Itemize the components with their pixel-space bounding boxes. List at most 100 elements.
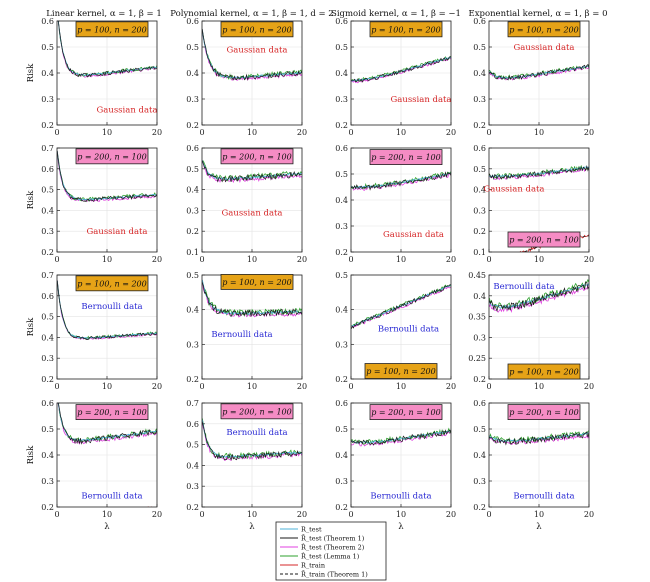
y-tick-label: 0.5 bbox=[41, 186, 54, 195]
series-test-empirical bbox=[489, 65, 589, 79]
x-tick-label: 10 bbox=[534, 128, 544, 137]
x-tick-label: 0 bbox=[54, 510, 59, 519]
series-group bbox=[489, 430, 589, 572]
y-tick-label: 0.3 bbox=[41, 227, 54, 236]
series-test-theorem1 bbox=[351, 171, 451, 191]
y-tick-label: 0.4 bbox=[335, 451, 348, 460]
y-tick-label: 0.5 bbox=[335, 425, 348, 434]
data-type-label: Gaussian data bbox=[86, 227, 147, 237]
y-tick-label: 0.6 bbox=[335, 144, 348, 153]
panel-r3-c0: 0.2 0.3 0.4 0.5 0.6 0 10 20 Risk λ p = 200, n = 10… bbox=[26, 399, 162, 532]
y-tick-label: 0.3 bbox=[41, 354, 54, 363]
panel-grid: 0.2 0.3 0.4 0.5 0.6 0 10 20 Risk p = 100, n = 200… bbox=[26, 17, 594, 572]
series-group bbox=[351, 56, 451, 84]
parameter-box bbox=[220, 21, 294, 38]
series-test-empirical bbox=[57, 21, 157, 76]
panel-r0-c2: 0.2 0.3 0.4 0.5 0.6 0 10 20 p = 100, n = 200 Gaus… bbox=[335, 17, 456, 137]
x-tick-label: 20 bbox=[297, 255, 307, 264]
y-tick-label: 0.6 bbox=[335, 17, 348, 26]
x-tick-label: 20 bbox=[584, 255, 594, 264]
x-tick-label: 20 bbox=[152, 128, 162, 137]
series-group bbox=[489, 64, 589, 81]
parameter-box-label: p = 200, n = 100 bbox=[371, 153, 440, 162]
panel-r2-c3: 0.2 0.25 0.3 0.35 0.4 0.45 0 10 20 p = 100, n = 2… bbox=[468, 271, 594, 391]
series-group bbox=[489, 278, 589, 314]
parameter-box bbox=[220, 274, 294, 290]
series-group bbox=[57, 21, 157, 78]
y-tick-label: 0.3 bbox=[335, 340, 348, 349]
series-group bbox=[202, 160, 302, 184]
y-tick-label: 0.6 bbox=[473, 399, 486, 408]
x-tick-label: 0 bbox=[486, 255, 491, 264]
x-tick-label: 10 bbox=[102, 128, 112, 137]
parameter-box-label: p = 100, n = 200 bbox=[222, 25, 291, 34]
data-type-label: Gaussian data bbox=[226, 46, 287, 56]
data-type-label: Gaussian data bbox=[513, 43, 574, 53]
parameter-box bbox=[369, 404, 443, 421]
y-tick-label: 0.4 bbox=[186, 186, 199, 195]
y-tick-label: 0.4 bbox=[335, 196, 348, 205]
x-tick-label: 10 bbox=[396, 128, 406, 137]
data-type-label: Gaussian data bbox=[221, 208, 282, 218]
series-train-empirical bbox=[489, 527, 589, 572]
y-tick-label: 0.5 bbox=[186, 441, 199, 450]
legend-entry-label: R̂_test (Theorem 2) bbox=[301, 543, 365, 551]
parameter-box bbox=[75, 275, 149, 292]
y-tick-label: 0.3 bbox=[41, 95, 54, 104]
y-tick-label: 0.3 bbox=[335, 222, 348, 231]
panel-r3-c2: 0.2 0.3 0.4 0.5 0.6 0 10 20 λ p = 200, n = 100 Ber… bbox=[335, 399, 456, 532]
y-tick-label: 0.4 bbox=[473, 292, 486, 301]
series-test-theorem1 bbox=[489, 164, 589, 180]
x-tick-label: 10 bbox=[396, 510, 406, 519]
series-test-theorem1 bbox=[351, 284, 451, 329]
x-tick-label: 20 bbox=[584, 128, 594, 137]
panel-r2-c2: 0.2 0.3 0.4 0.5 0 10 20 p = 100, n = 200 Bernoul… bbox=[335, 271, 456, 391]
y-tick-label: 0.25 bbox=[468, 354, 486, 363]
y-tick-label: 0.5 bbox=[473, 43, 486, 52]
x-tick-label: 0 bbox=[199, 128, 204, 137]
data-type-label: Bernoulli data bbox=[493, 282, 554, 292]
x-axis-label: λ bbox=[536, 522, 542, 532]
parameter-box bbox=[364, 363, 438, 379]
parameter-box-label: p = 100, n = 200 bbox=[77, 279, 146, 288]
panel-r3-c3: 0.2 0.3 0.4 0.5 0.6 0 10 20 λ p = 200, n = 100 Ber… bbox=[473, 399, 594, 572]
y-tick-label: 0.3 bbox=[186, 95, 199, 104]
y-tick-label: 0.4 bbox=[41, 206, 54, 215]
y-tick-label: 0.2 bbox=[41, 248, 54, 257]
series-test-theorem1 bbox=[57, 150, 157, 203]
x-tick-label: 0 bbox=[348, 255, 353, 264]
series-test-empirical bbox=[351, 430, 451, 444]
data-type-label: Bernoulli data bbox=[211, 330, 272, 340]
y-tick-label: 0.6 bbox=[41, 165, 54, 174]
x-tick-label: 10 bbox=[102, 510, 112, 519]
y-tick-label: 0.4 bbox=[473, 451, 486, 460]
series-test-empirical bbox=[202, 419, 302, 459]
y-tick-label: 0.5 bbox=[41, 425, 54, 434]
parameter-box-label: p = 100, n = 200 bbox=[371, 25, 440, 34]
parameter-box-label: p = 200, n = 100 bbox=[371, 408, 440, 417]
x-tick-label: 20 bbox=[297, 382, 307, 391]
series-test-theorem1 bbox=[202, 421, 302, 461]
legend-entry-label: R̂_test (Lemma 1) bbox=[301, 552, 360, 560]
series-group bbox=[202, 28, 302, 82]
y-tick-label: 0.4 bbox=[186, 461, 199, 470]
y-tick-label: 0.2 bbox=[473, 227, 486, 236]
y-tick-label: 0.6 bbox=[335, 399, 348, 408]
parameter-box bbox=[507, 21, 581, 38]
y-tick-label: 0.2 bbox=[186, 503, 199, 512]
x-tick-label: 0 bbox=[486, 510, 491, 519]
series-test-lemma1 bbox=[202, 418, 302, 460]
parameter-box-label: p = 200, n = 100 bbox=[509, 408, 578, 417]
x-tick-label: 0 bbox=[348, 510, 353, 519]
parameter-box-label: p = 200, n = 100 bbox=[77, 152, 146, 161]
y-tick-label: 0.2 bbox=[473, 375, 486, 384]
x-tick-label: 10 bbox=[534, 255, 544, 264]
y-tick-label: 0.4 bbox=[473, 186, 486, 195]
y-axis-label: Risk bbox=[26, 63, 36, 82]
parameter-box bbox=[220, 148, 294, 165]
y-tick-label: 0.2 bbox=[473, 121, 486, 130]
y-tick-label: 0.4 bbox=[41, 69, 54, 78]
x-tick-label: 10 bbox=[396, 382, 406, 391]
data-type-label: Gaussian data bbox=[383, 230, 444, 240]
parameter-box bbox=[507, 363, 581, 380]
